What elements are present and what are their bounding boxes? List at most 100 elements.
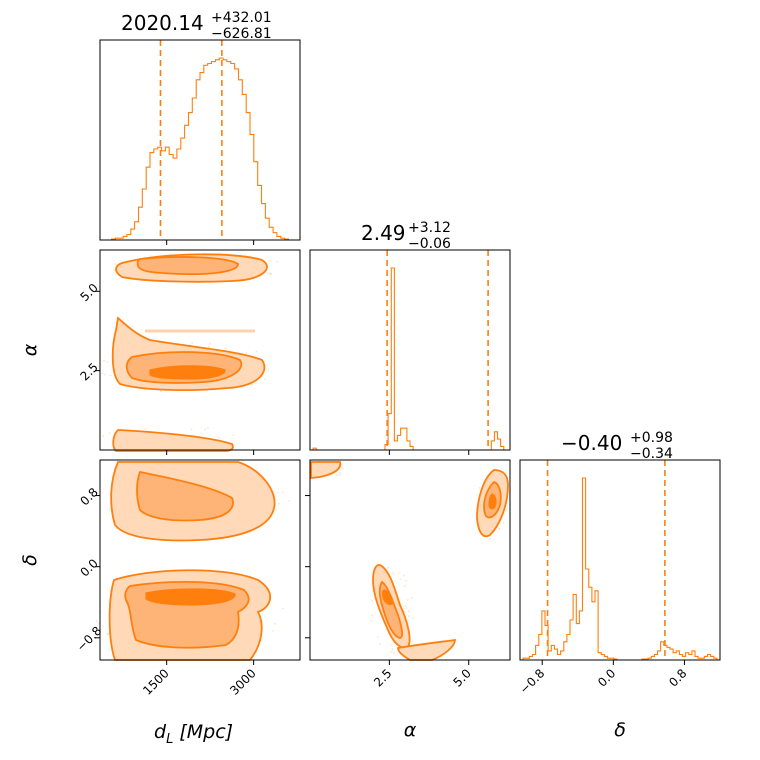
frame-dl-hist: [99, 39, 301, 241]
xtick-label-alpha-1: 5.0: [450, 666, 473, 689]
scatter-dot: [371, 614, 374, 617]
xtick-label-alpha-0: 2.5: [371, 666, 394, 689]
scatter-dot: [335, 474, 338, 477]
panel-alpha-vs-dl: [101, 253, 279, 452]
scatter-dot: [190, 428, 193, 431]
xtick-label-dL-1: 3000: [227, 666, 258, 697]
hist-alpha: [310, 267, 510, 451]
xlabel-alpha: α: [404, 719, 417, 741]
contour-alpha-dl-mid-top: [136, 256, 239, 276]
scatter-dot: [393, 573, 396, 576]
scatter-dot: [489, 537, 491, 540]
title-alpha: 2.49 +3.12 −0.06: [361, 220, 451, 252]
scatter-dot: [371, 599, 374, 602]
scatter-dot: [107, 632, 110, 635]
scatter-dot: [403, 611, 406, 613]
scatter-dot: [405, 579, 407, 582]
scatter-dot: [273, 622, 276, 625]
scatter-dot: [478, 487, 481, 489]
scatter-dot: [282, 491, 284, 494]
frame-delta-hist: [519, 459, 721, 661]
scatter-dot: [505, 508, 508, 511]
scatter-dot: [379, 643, 381, 646]
ylabel-delta: δ: [19, 554, 41, 566]
scatter-dot: [403, 574, 406, 577]
title-alpha-minus: −0.06: [408, 236, 451, 252]
scatter-dot: [387, 566, 390, 569]
scatter-dot: [498, 528, 500, 531]
contour-alpha-dl-outer-bottom: [112, 429, 234, 452]
scatter-dot: [232, 434, 235, 437]
contour-delta-alpha-tail: [397, 638, 456, 661]
title-dl-minus: −626.81: [211, 26, 272, 42]
scatter-dot: [218, 437, 220, 439]
scatter-dot: [108, 508, 111, 511]
ytick-label-alpha-0: 2.5: [77, 360, 100, 383]
contour-delta-alpha-right-core: [488, 493, 497, 510]
scatter-dot: [263, 378, 266, 381]
title-delta: −0.40 +0.98 −0.34: [561, 430, 673, 462]
scatter-dot: [403, 585, 406, 587]
ytick-label-delta-1: 0.0: [77, 556, 100, 579]
contour-delta-dl-core: [145, 588, 236, 606]
scatter-delta-alpha: [313, 463, 508, 654]
scatter-dot: [277, 491, 279, 494]
scatter-dot: [412, 617, 414, 620]
ytick-label-delta-2: 0.8: [77, 485, 100, 508]
scatter-dot: [275, 508, 278, 511]
title-delta-minus: −0.34: [630, 446, 673, 462]
scatter-dot: [103, 359, 105, 362]
scatter-dot: [341, 467, 344, 470]
xlabel-delta: δ: [614, 719, 626, 741]
ytick-label-alpha-1: 5.0: [77, 281, 100, 304]
scatter-dot: [200, 432, 203, 435]
scatter-dot: [407, 598, 409, 601]
scatter-dot: [101, 372, 104, 375]
scatter-dot: [149, 255, 152, 257]
title-delta-plus: +0.98: [630, 430, 673, 446]
panel-delta-vs-alpha: [310, 461, 509, 661]
frame-delta-alpha: [309, 459, 511, 661]
scatter-dot: [103, 373, 106, 376]
scatter-dot: [270, 272, 272, 275]
scatter-dot: [191, 342, 194, 344]
scatter-dot: [96, 620, 98, 623]
scatter-dot: [269, 273, 272, 276]
title-dl-median: 2020.14: [121, 11, 204, 35]
contour-delta-dl-mid-top: [136, 470, 234, 522]
scatter-dot: [144, 427, 147, 430]
scatter-dot: [207, 427, 209, 429]
scatter-dot: [272, 630, 274, 632]
scatter-dot: [390, 643, 393, 646]
scatter-dot: [106, 633, 109, 635]
scatter-dot: [245, 352, 248, 354]
ylabel-alpha: α: [19, 343, 41, 356]
scatter-dot: [389, 650, 392, 653]
scatter-dot: [102, 435, 104, 437]
contour-alpha-dl-core: [149, 365, 226, 380]
scatter-dot: [224, 347, 227, 349]
scatter-dot: [268, 260, 271, 263]
scatter-dot: [109, 374, 112, 377]
scatter-dot: [277, 502, 280, 505]
hist-delta: [520, 477, 720, 661]
scatter-dot: [268, 272, 271, 275]
xlabel-dl-unit: [Mpc]: [173, 721, 233, 743]
scatter-dot: [106, 361, 108, 363]
scatter-dot: [391, 571, 394, 574]
frame-alpha-hist: [309, 249, 511, 451]
scatter-dot: [251, 384, 254, 386]
scatter-dot: [267, 368, 270, 371]
xtick-label-delta-1: 0.0: [595, 666, 618, 689]
scatter-dot: [337, 473, 339, 476]
title-dl: 2020.14 +432.01 −626.81: [121, 10, 272, 42]
scatter-dot: [408, 615, 410, 617]
scatter-dot: [113, 269, 115, 272]
xtick-label-delta-2: 0.8: [666, 666, 689, 689]
scatter-dot: [376, 636, 379, 638]
scatter-dot: [209, 342, 211, 345]
scatter-dot: [338, 471, 341, 474]
title-alpha-median: 2.49: [361, 221, 406, 245]
scatter-dot: [397, 572, 400, 574]
